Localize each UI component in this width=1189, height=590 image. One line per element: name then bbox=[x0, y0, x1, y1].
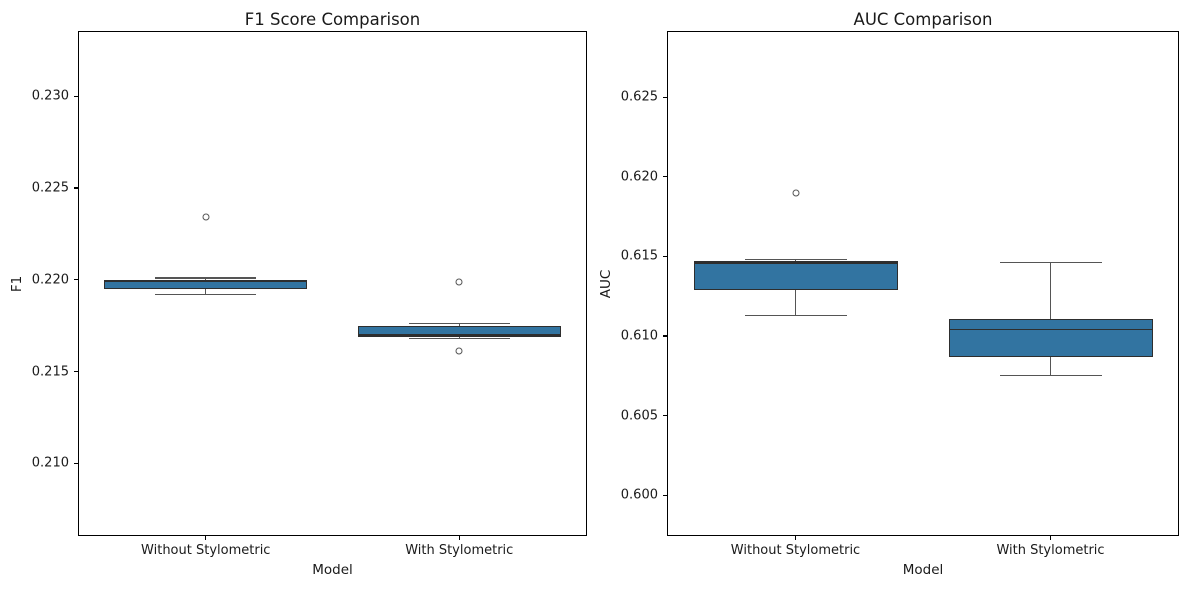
f1-x-axis-label: Model bbox=[312, 562, 353, 578]
box bbox=[948, 318, 1153, 357]
outlier-point bbox=[792, 189, 799, 197]
lower-whisker bbox=[205, 289, 207, 295]
y-tick-mark bbox=[663, 415, 667, 417]
y-tick-label: 0.215 bbox=[31, 364, 69, 380]
upper-whisker bbox=[458, 323, 460, 326]
lower-whisker bbox=[458, 336, 460, 339]
y-tick-mark bbox=[663, 335, 667, 337]
lower-whisker-cap bbox=[999, 375, 1102, 377]
f1-y-axis-label: F1 bbox=[9, 275, 25, 292]
median-line bbox=[104, 280, 308, 283]
f1-plot-title: F1 Score Comparison bbox=[244, 10, 421, 29]
y-tick-mark bbox=[663, 176, 667, 178]
auc-plot-area: AUC Comparison AUC Model 0.600 0.605 0.610… bbox=[598, 10, 1179, 578]
y-tick-label: 0.615 bbox=[620, 248, 658, 264]
median-line bbox=[948, 328, 1153, 331]
lower-whisker bbox=[794, 289, 797, 316]
y-tick-label: 0.625 bbox=[620, 89, 658, 105]
box bbox=[357, 325, 561, 337]
y-tick-mark bbox=[74, 371, 78, 373]
upper-whisker-cap bbox=[155, 277, 257, 279]
upper-whisker-cap bbox=[408, 323, 510, 325]
auc-y-axis-label: AUC bbox=[598, 269, 614, 298]
outlier-point bbox=[455, 278, 463, 286]
x-tick-mark bbox=[794, 536, 797, 540]
y-tick-label: 0.600 bbox=[620, 487, 658, 503]
lower-whisker bbox=[1049, 356, 1052, 376]
lower-whisker-cap bbox=[155, 293, 257, 296]
median-line bbox=[357, 334, 561, 336]
lower-whisker-cap bbox=[408, 338, 510, 340]
y-tick-label: 0.230 bbox=[31, 88, 69, 104]
y-tick-label: 0.210 bbox=[31, 455, 69, 471]
y-tick-mark bbox=[663, 96, 667, 98]
x-tick-label: With Stylometric bbox=[996, 543, 1105, 558]
upper-whisker bbox=[1049, 262, 1052, 319]
x-tick-label: With Stylometric bbox=[405, 543, 514, 558]
upper-whisker-cap bbox=[744, 259, 847, 261]
x-tick-mark bbox=[458, 536, 460, 540]
y-tick-label: 0.220 bbox=[31, 272, 69, 288]
auc-x-axis-label: Model bbox=[902, 562, 944, 578]
x-tick-label: Without Stylometric bbox=[141, 543, 271, 558]
y-tick-label: 0.605 bbox=[620, 408, 658, 424]
upper-whisker bbox=[794, 259, 797, 262]
y-tick-label: 0.620 bbox=[620, 169, 658, 185]
y-tick-mark bbox=[74, 462, 78, 464]
upper-whisker-cap bbox=[999, 262, 1102, 264]
upper-whisker bbox=[205, 277, 207, 280]
auc-plot-title: AUC Comparison bbox=[853, 10, 993, 29]
x-tick-mark bbox=[205, 536, 207, 540]
x-tick-mark bbox=[1049, 536, 1052, 540]
y-tick-mark bbox=[74, 95, 78, 97]
box bbox=[104, 279, 308, 289]
outlier-point bbox=[455, 347, 463, 355]
y-tick-mark bbox=[74, 187, 78, 189]
f1-plot-area: F1 Score Comparison F1 Model 0.210 0.215 0… bbox=[9, 10, 587, 578]
y-tick-label: 0.610 bbox=[620, 328, 658, 344]
box bbox=[693, 261, 898, 290]
y-tick-label: 0.225 bbox=[31, 180, 69, 196]
x-tick-label: Without Stylometric bbox=[730, 543, 861, 558]
outlier-point bbox=[202, 213, 210, 221]
y-tick-mark bbox=[663, 255, 667, 258]
y-tick-mark bbox=[74, 279, 78, 281]
median-line bbox=[693, 262, 898, 264]
y-tick-mark bbox=[663, 494, 667, 496]
lower-whisker-cap bbox=[744, 314, 847, 316]
